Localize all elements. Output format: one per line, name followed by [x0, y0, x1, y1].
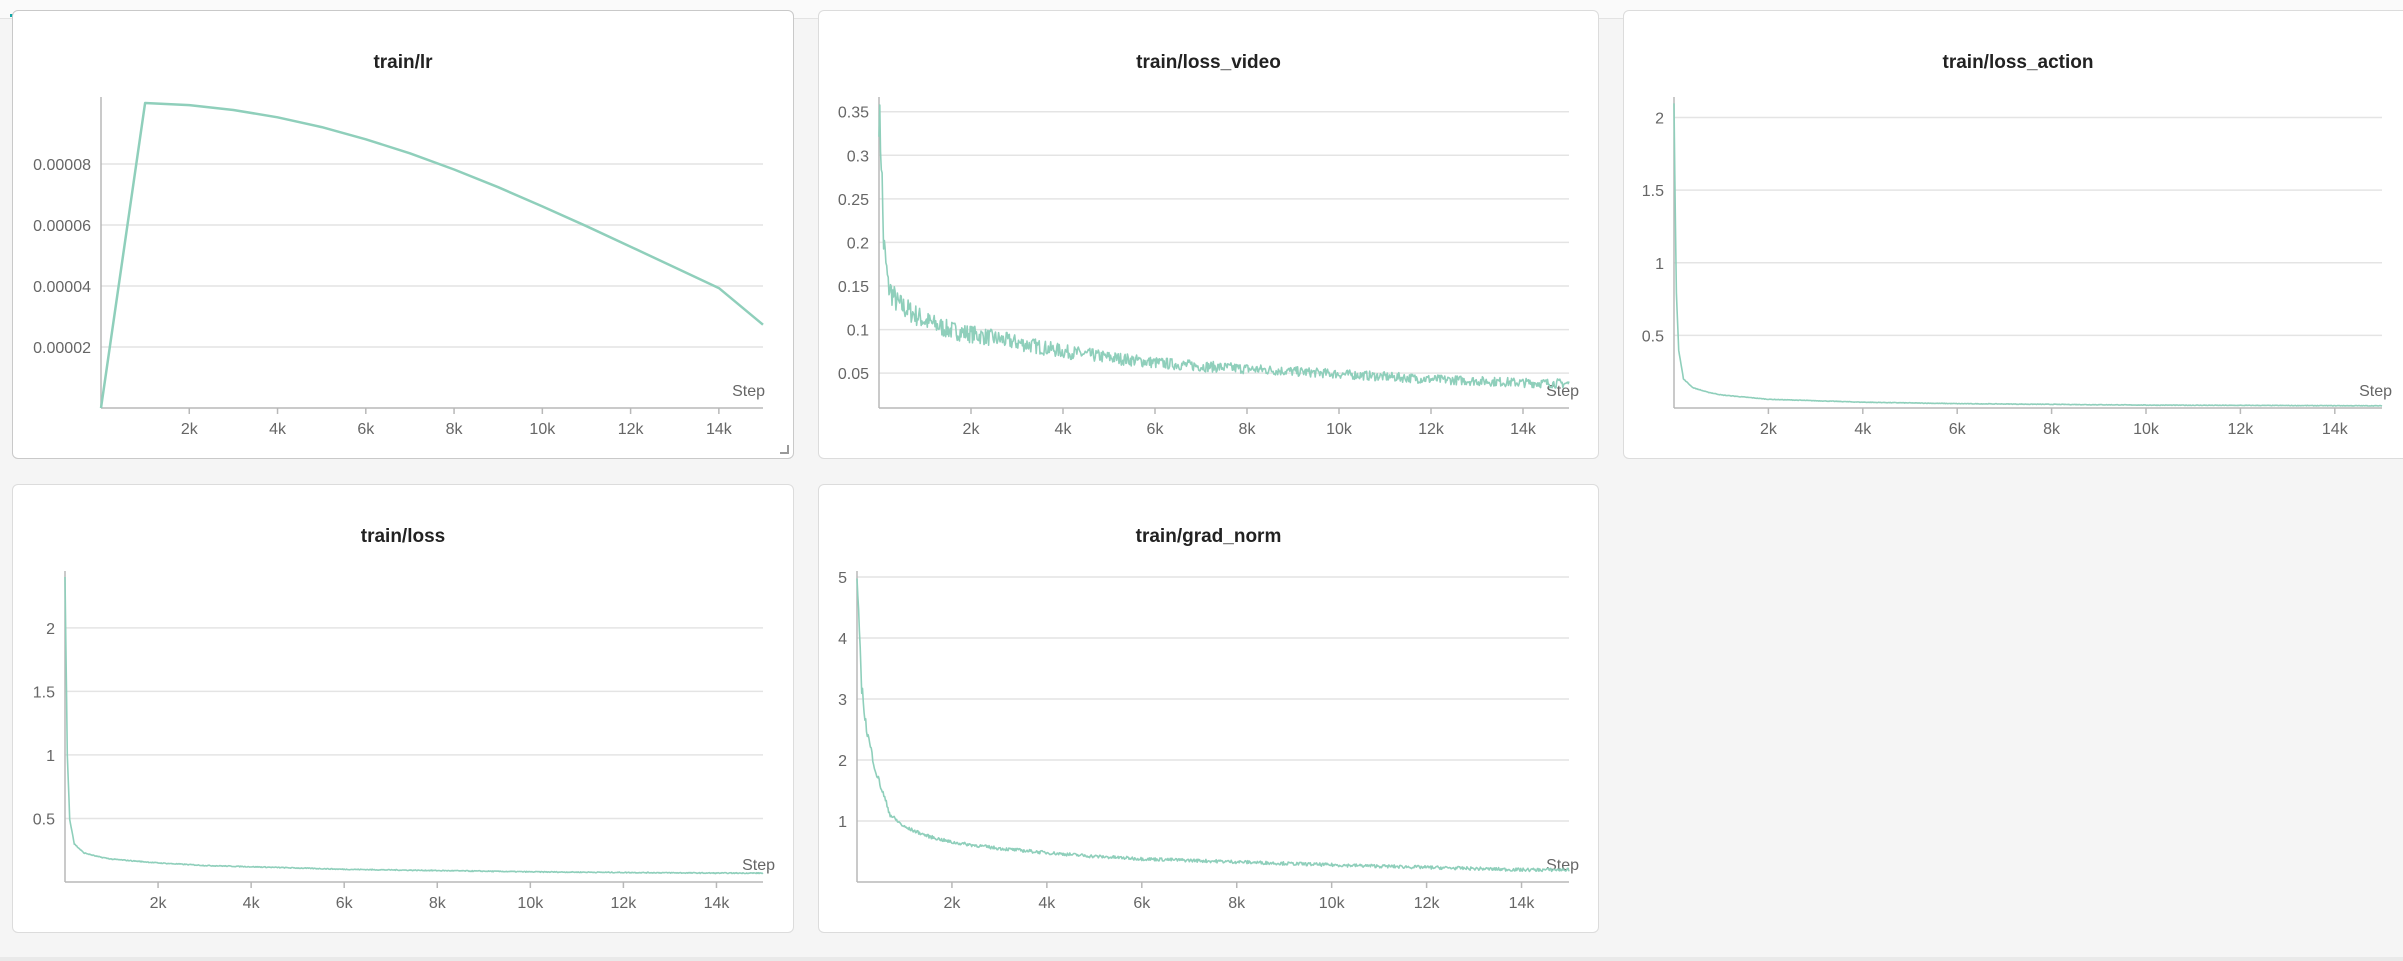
- x-tick-label: 8k: [1228, 895, 1246, 912]
- x-tick-label: 4k: [243, 895, 261, 912]
- x-tick-label: 8k: [2043, 421, 2061, 438]
- bottom-bar: [0, 957, 2403, 961]
- y-tick-label: 0.25: [838, 192, 869, 209]
- x-tick-label: 4k: [269, 421, 287, 438]
- x-tick-label: 8k: [429, 895, 447, 912]
- x-tick-label: 10k: [1319, 895, 1346, 912]
- chart-panel-train-loss-video[interactable]: train/loss_video 0.05 0.1 0.15 0.2 0.25 0.3 0.…: [818, 10, 1599, 459]
- x-tick-label: 2k: [150, 895, 168, 912]
- chart-panel-train-lr[interactable]: train/lr 0.00002 0.00004 0.00006 0.00008 2k 4…: [12, 10, 794, 459]
- y-tick-label: 1.5: [1642, 183, 1664, 200]
- x-tick-label: 12k: [618, 421, 645, 438]
- x-tick-label: 14k: [1509, 895, 1536, 912]
- chart-panel-train-loss[interactable]: train/loss 0.5 1 1.5 2 2k 4k 6k 8k 10k 12k 14k Step: [12, 484, 794, 933]
- x-tick-label: 2k: [963, 421, 981, 438]
- resize-handle-icon[interactable]: [780, 445, 789, 454]
- y-tick-label: 0.00004: [33, 279, 91, 296]
- x-tick-label: 6k: [357, 421, 375, 438]
- y-tick-label: 0.3: [847, 148, 869, 165]
- series-line: [99, 101, 764, 409]
- x-tick-label: 14k: [1510, 421, 1537, 438]
- y-tick-label: 2: [838, 753, 847, 770]
- x-tick-label: 10k: [2133, 421, 2160, 438]
- x-axis-label: Step: [742, 857, 775, 874]
- x-tick-label: 6k: [1949, 421, 1967, 438]
- chart-svg: 0.5 1 1.5 2 2k 4k 6k 8k 10k 12k 14k Step: [33, 571, 775, 912]
- x-tick-label: 14k: [704, 895, 731, 912]
- x-tick-label: 4k: [1854, 421, 1872, 438]
- y-tick-label: 0.5: [1642, 328, 1664, 345]
- chart-svg: 0.00002 0.00004 0.00006 0.00008 2k 4k 6k 8k 10k 1…: [33, 97, 765, 438]
- x-axis-label: Step: [732, 383, 765, 400]
- y-tick-label: 0.35: [838, 105, 869, 122]
- x-tick-label: 6k: [336, 895, 354, 912]
- x-tick-label: 14k: [706, 421, 733, 438]
- y-tick-label: 0.00006: [33, 218, 91, 235]
- x-tick-label: 10k: [1326, 421, 1353, 438]
- y-tick-label: 0.00008: [33, 157, 91, 174]
- x-tick-label: 8k: [446, 421, 464, 438]
- x-tick-label: 12k: [2228, 421, 2255, 438]
- y-tick-label: 4: [838, 631, 847, 648]
- y-tick-label: 1: [46, 748, 55, 765]
- x-tick-label: 2k: [943, 895, 961, 912]
- y-tick-label: 0.05: [838, 366, 869, 383]
- x-tick-label: 10k: [529, 421, 556, 438]
- y-tick-label: 5: [838, 570, 847, 587]
- series-line: [64, 576, 764, 875]
- y-tick-label: 1: [1655, 256, 1664, 273]
- y-tick-label: 0.15: [838, 279, 869, 296]
- x-tick-label: 14k: [2322, 421, 2349, 438]
- chart-title: train/loss_action: [1942, 52, 2094, 73]
- y-tick-label: 1: [838, 814, 847, 831]
- x-tick-label: 4k: [1055, 421, 1073, 438]
- x-tick-label: 12k: [1418, 421, 1445, 438]
- chart-title: train/loss_video: [1136, 52, 1281, 73]
- x-tick-label: 6k: [1133, 895, 1151, 912]
- x-tick-label: 12k: [611, 895, 638, 912]
- chart-svg: 0.5 1 1.5 2 2k 4k 6k 8k 10k 12k 14k Step: [1642, 97, 2392, 438]
- x-axis-label: Step: [2359, 383, 2392, 400]
- y-tick-label: 0.00002: [33, 340, 91, 357]
- y-tick-label: 0.2: [847, 235, 869, 252]
- series-line: [1673, 103, 2383, 407]
- y-tick-label: 2: [46, 621, 55, 638]
- series-line: [878, 104, 1570, 389]
- series-line: [856, 578, 1570, 873]
- y-tick-label: 3: [838, 692, 847, 709]
- y-tick-label: 1.5: [33, 684, 55, 701]
- x-tick-label: 4k: [1038, 895, 1056, 912]
- chart-panel-train-grad-norm[interactable]: train/grad_norm 1 2 3 4 5 2k 4k 6k 8k 10k 12k 14k St…: [818, 484, 1599, 933]
- x-tick-label: 12k: [1414, 895, 1441, 912]
- x-tick-label: 10k: [517, 895, 544, 912]
- y-tick-label: 0.5: [33, 811, 55, 828]
- y-tick-label: 0.1: [847, 323, 869, 340]
- chart-title: train/loss: [360, 526, 446, 547]
- x-tick-label: 8k: [1239, 421, 1257, 438]
- y-tick-label: 2: [1655, 111, 1664, 128]
- x-tick-label: 2k: [1760, 421, 1778, 438]
- chart-panel-train-loss-action[interactable]: train/loss_action 0.5 1 1.5 2 2k 4k 6k 8k 10k 12k…: [1623, 10, 2403, 459]
- chart-title: train/grad_norm: [1135, 526, 1282, 547]
- x-tick-label: 2k: [181, 421, 199, 438]
- chart-title: train/lr: [373, 52, 433, 73]
- x-tick-label: 6k: [1147, 421, 1165, 438]
- chart-svg: 0.05 0.1 0.15 0.2 0.25 0.3 0.35 2k 4k 6k 8k 10k 12k 1…: [838, 97, 1579, 438]
